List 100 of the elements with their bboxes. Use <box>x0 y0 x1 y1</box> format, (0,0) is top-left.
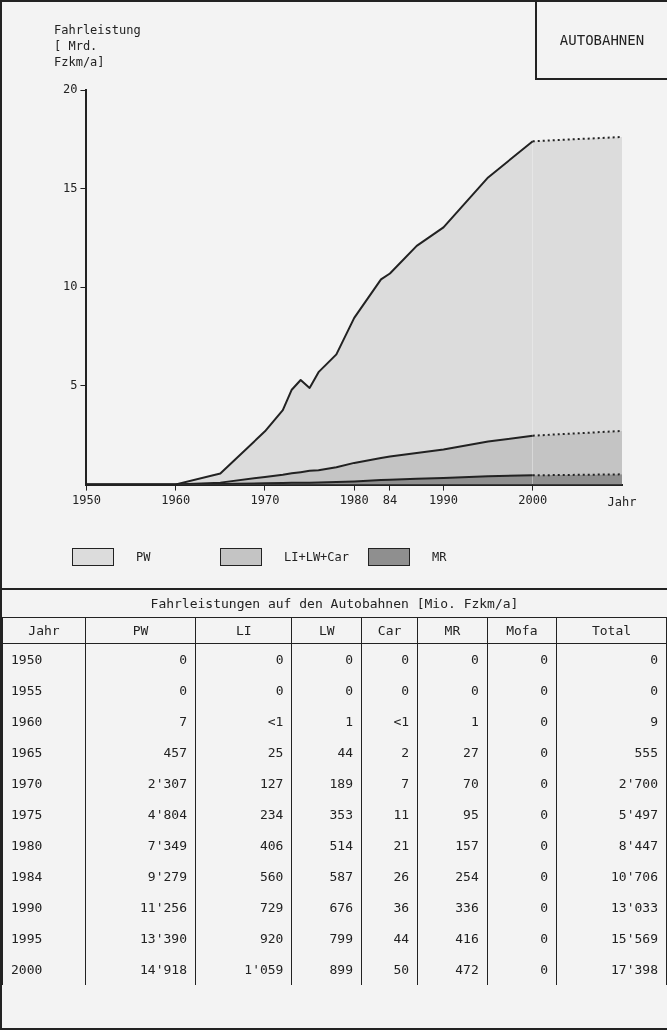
y-tick-label: 15 <box>63 180 78 195</box>
text: 9 <box>650 714 658 729</box>
text: 44 <box>337 745 354 760</box>
text: 1 <box>345 714 354 729</box>
text: 336 <box>455 900 479 915</box>
text: 0 <box>540 931 549 946</box>
text: 17'398 <box>611 962 658 977</box>
text: 14'918 <box>140 962 187 977</box>
legend-label: MR <box>432 550 447 564</box>
y-tick-label: 1984 <box>2 861 86 892</box>
text: 676 <box>329 900 354 915</box>
text: 254 <box>455 869 479 884</box>
text: 0 <box>540 869 549 884</box>
y-tick-label: 1980 <box>2 830 86 861</box>
text: 95 <box>463 807 479 822</box>
text: 514 <box>329 838 354 853</box>
text: 0 <box>401 652 410 667</box>
text: 11'256 <box>140 900 187 915</box>
legend-label: PW <box>136 550 151 564</box>
x-tick-label: 1990 <box>429 492 458 507</box>
text: 36 <box>393 900 410 915</box>
text: 127 <box>259 776 284 791</box>
text: 0 <box>650 683 658 698</box>
text: 26 <box>393 869 410 884</box>
text: 0 <box>345 683 354 698</box>
text: 560 <box>259 869 284 884</box>
text: 0 <box>540 900 549 915</box>
text: 7'349 <box>147 838 187 853</box>
y-axis-title: Jahr <box>2 618 86 644</box>
x-tick-label: Total <box>556 618 667 644</box>
text: 1'059 <box>244 962 284 977</box>
text: 4'804 <box>147 807 187 822</box>
text: 457 <box>163 745 187 760</box>
text: 353 <box>329 807 354 822</box>
x-tick-label: MR <box>417 618 488 644</box>
x-tick-label: 1970 <box>250 492 280 507</box>
text: 0 <box>540 807 549 822</box>
x-tick-label: LI <box>195 618 292 644</box>
text: 0 <box>540 776 549 791</box>
text: 1 <box>470 714 479 729</box>
chart-title: Fahrleistungen auf den Autobahnen [Mio. Fzkm/a] <box>2 590 667 618</box>
text: 8'447 <box>618 838 658 853</box>
text: 13'033 <box>611 900 658 915</box>
text: 189 <box>329 776 354 791</box>
text: 587 <box>329 869 354 884</box>
text: 25 <box>267 745 284 760</box>
text: 0 <box>540 683 549 698</box>
text: 157 <box>455 838 479 853</box>
x-tick-label: 1960 <box>161 492 191 507</box>
y-tick-label: 1965 <box>2 737 86 768</box>
text: 0 <box>540 652 549 667</box>
text: 9'279 <box>147 869 187 884</box>
text: 0 <box>401 683 410 698</box>
text: 15'569 <box>611 931 658 946</box>
y-tick-label: 5 <box>70 378 78 393</box>
text: <1 <box>393 714 410 729</box>
legend-label: LI+LW+Car <box>284 550 350 564</box>
y-tick-label: 1990 <box>2 892 86 923</box>
text: 5'497 <box>618 807 658 822</box>
text: 10'706 <box>611 869 658 884</box>
text: 0 <box>275 683 284 698</box>
text: 234 <box>259 807 284 822</box>
text: 44 <box>393 931 410 946</box>
text: 21 <box>393 838 410 853</box>
x-tick-label: 2000 <box>518 492 548 507</box>
text: 0 <box>345 652 354 667</box>
text: 2 <box>401 745 410 760</box>
y-tick-label: 1950 <box>2 643 86 675</box>
y-tick-label: 1955 <box>2 675 86 706</box>
text: 0 <box>470 683 479 698</box>
text: 406 <box>259 838 284 853</box>
text: 0 <box>275 652 284 667</box>
y-tick-label: 10 <box>63 279 78 294</box>
text: 2'700 <box>618 776 658 791</box>
text: 2'307 <box>147 776 187 791</box>
x-axis-title: Jahr <box>607 494 637 509</box>
text: 0 <box>470 652 479 667</box>
x-tick-label: LW <box>291 618 362 644</box>
text: 27 <box>463 745 479 760</box>
x-tick-label: 84 <box>382 492 398 507</box>
text: 799 <box>329 931 354 946</box>
text: 0 <box>540 745 549 760</box>
text: 70 <box>463 776 479 791</box>
text: 0 <box>540 962 549 977</box>
text: 416 <box>455 931 479 946</box>
text: 13'390 <box>140 931 187 946</box>
text: 899 <box>329 962 354 977</box>
text: 11 <box>393 807 410 822</box>
text: 7 <box>401 776 410 791</box>
y-tick-label: 1975 <box>2 799 86 830</box>
chart-title: AUTOBAHNEN <box>535 2 667 80</box>
text: 472 <box>455 962 479 977</box>
text: 0 <box>540 838 549 853</box>
text: 729 <box>259 900 284 915</box>
y-tick-label: 1995 <box>2 923 86 954</box>
text: 555 <box>634 745 658 760</box>
text: 50 <box>393 962 410 977</box>
text: 0 <box>650 652 658 667</box>
y-tick-label: 20 <box>63 82 78 97</box>
y-tick-label: 2000 <box>2 954 86 985</box>
